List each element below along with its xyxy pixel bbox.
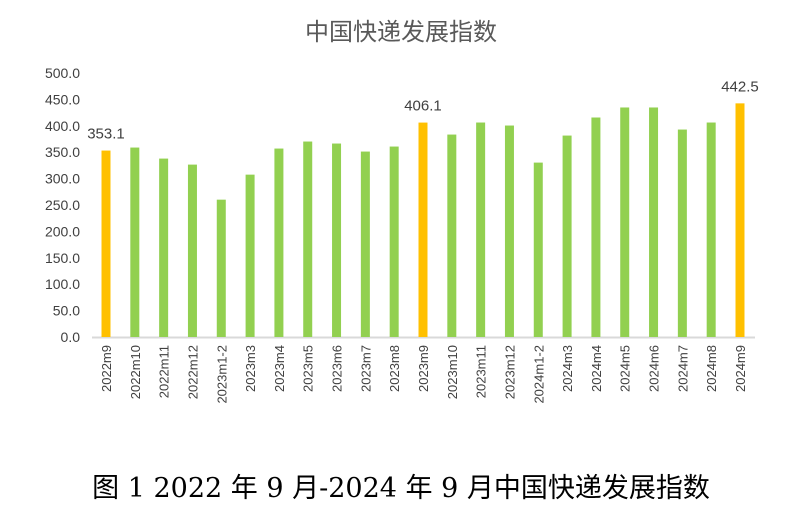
y-tick-label: 300.0 [45,171,80,187]
x-tick-label: 2023m6 [330,345,345,392]
bar-2023m1-2 [216,199,226,337]
bar-2024m5 [620,107,630,338]
x-tick-label: 2022m12 [185,345,200,399]
bar-2024m8 [706,122,716,337]
chart-title: 中国快递发展指数 [305,18,497,46]
x-tick-label: 2023m12 [502,345,517,399]
x-tick-label: 2024m3 [560,345,575,392]
x-tick-label: 2022m9 [99,345,114,392]
bar-2023m6 [332,143,342,337]
bar-2023m11 [476,122,486,337]
bar-2023m12 [504,125,514,337]
bar-2023m3 [245,174,255,337]
x-tick-label: 2024m6 [647,345,662,392]
x-tick-label: 2024m1-2 [531,345,546,404]
x-tick-label: 2024m7 [675,345,690,392]
x-tick-label: 2023m10 [445,345,460,399]
y-tick-label: 250.0 [45,197,80,213]
x-tick-label: 2024m5 [618,345,633,392]
data-label: 406.1 [404,98,442,115]
bar-2022m12 [187,164,197,337]
bar-2022m9 [101,150,111,337]
x-tick-label: 2023m4 [272,345,287,392]
y-tick-label: 350.0 [45,144,80,160]
y-tick-label: 100.0 [45,276,80,292]
bar-2023m7 [360,151,370,337]
x-tick-label: 2022m10 [128,345,143,399]
bar-2022m10 [130,147,140,337]
data-label: 442.5 [721,78,759,95]
x-tick-label: 2024m4 [589,345,604,392]
bar-2024m3 [562,135,572,337]
x-tick-label: 2023m9 [416,345,431,392]
bar-2023m4 [274,148,284,337]
y-tick-label: 0.0 [61,329,81,345]
bar-2023m9 [418,122,428,338]
x-tick-label: 2023m11 [474,345,489,398]
x-tick-label: 2023m5 [301,345,316,392]
x-tick-label: 2024m8 [704,345,719,392]
bar-2024m6 [649,107,659,338]
bar-2024m9 [735,103,745,337]
bar-2023m10 [447,134,457,337]
y-tick-label: 500.0 [45,65,80,81]
y-tick-label: 150.0 [45,250,80,266]
bar-2023m5 [303,141,313,337]
bar-2024m4 [591,117,601,337]
bar-2024m7 [677,129,687,337]
x-tick-label: 2023m8 [387,345,402,392]
bar-2022m11 [159,158,169,337]
y-tick-label: 50.0 [53,303,80,319]
x-tick-label: 2023m7 [358,345,373,392]
bar-2023m8 [389,146,399,337]
data-label: 353.1 [87,126,125,143]
x-tick-label: 2023m3 [243,345,258,392]
x-tick-label: 2023m1-2 [214,345,229,404]
figure-caption: 图 1 2022 年 9 月-2024 年 9 月中国快递发展指数 [92,473,710,504]
y-tick-label: 450.0 [45,91,80,107]
bar-2024m1-2 [533,162,543,337]
x-tick-label: 2024m9 [733,345,748,392]
y-tick-label: 200.0 [45,223,80,239]
y-tick-label: 400.0 [45,118,80,134]
bar-chart: 0.0 50.0 100.0 150.0 200.0 250.0 300.0 350.0 400… [45,65,759,404]
x-tick-label: 2022m11 [157,345,172,398]
